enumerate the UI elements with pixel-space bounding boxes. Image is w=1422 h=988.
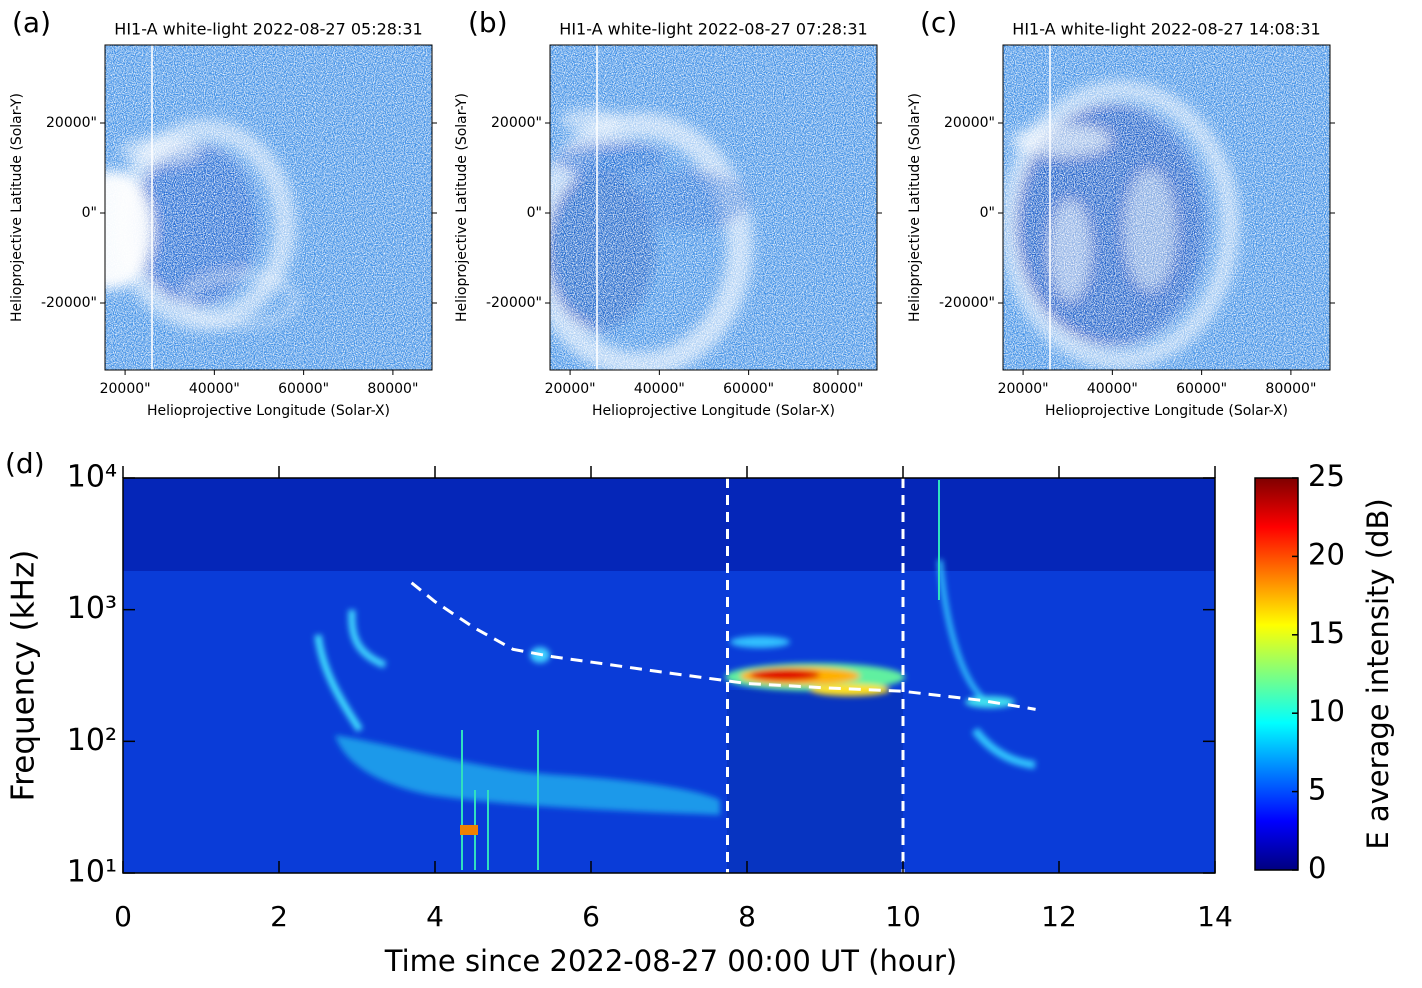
y-axis-label: Helioprojective Latitude (Solar-Y) <box>454 93 470 322</box>
plot-frame <box>122 477 1216 874</box>
image <box>550 45 877 370</box>
spectrogram-feature <box>937 559 987 702</box>
fit-curve <box>410 581 1036 711</box>
x-tick-label: 60000" <box>1176 381 1227 397</box>
colorbar-tick-label: 0 <box>1308 851 1326 885</box>
panel-label: (b) <box>468 6 508 39</box>
x-tick-label: 6 <box>582 900 600 933</box>
x-tick-label: 40000" <box>189 381 240 397</box>
colorbar-tick-label: 20 <box>1308 537 1345 571</box>
panel-label: (d) <box>5 447 45 480</box>
y-tick-label: 20000" <box>491 115 542 131</box>
x-tick-label: 80000" <box>367 381 418 397</box>
spectrogram-feature <box>335 735 720 815</box>
y-tick-label: 20000" <box>944 115 995 131</box>
y-tick-label: -20000" <box>41 295 97 311</box>
y-tick-label: -20000" <box>486 295 542 311</box>
panel-title: HI1-A white-light 2022-08-27 14:08:31 <box>1012 20 1320 39</box>
spectrogram-feature <box>314 634 363 732</box>
spectrogram-band <box>123 478 1215 571</box>
colorbar-label: E average intensity (dB) <box>1361 498 1395 849</box>
plot-frame <box>1002 44 1331 371</box>
image-noise <box>550 45 877 370</box>
y-tick-label: 0" <box>980 205 995 221</box>
plot-frame <box>549 44 878 371</box>
image-noise <box>105 45 432 370</box>
x-axis-label: Helioprojective Longitude (Solar-X) <box>147 403 390 419</box>
spectrogram-feature <box>348 609 387 669</box>
y-axis-label: Frequency (kHz) <box>6 550 42 802</box>
x-tick-label: 60000" <box>278 381 329 397</box>
image <box>105 45 432 370</box>
y-tick-label: 10² <box>67 723 117 758</box>
colorbar-tick-label: 15 <box>1308 616 1345 650</box>
x-tick-label: 8 <box>738 900 756 933</box>
x-tick-label: 60000" <box>723 381 774 397</box>
y-axis-label: Helioprojective Latitude (Solar-Y) <box>9 93 25 322</box>
plot-frame <box>104 44 433 371</box>
x-axis-label: Helioprojective Longitude (Solar-X) <box>592 403 835 419</box>
x-tick-label: 12 <box>1041 900 1077 933</box>
x-tick-label: 20000" <box>100 381 151 397</box>
x-tick-label: 14 <box>1197 900 1233 933</box>
spectrogram <box>123 478 1215 873</box>
spectrogram-features <box>314 559 1036 815</box>
panel-title: HI1-A white-light 2022-08-27 05:28:31 <box>114 20 422 39</box>
colorbar <box>1254 477 1299 871</box>
image <box>1003 45 1330 370</box>
panel-label: (a) <box>12 6 51 39</box>
y-tick-label: 10³ <box>67 591 117 626</box>
y-tick-label: 0" <box>82 205 97 221</box>
colorbar-tick-label: 5 <box>1308 773 1326 807</box>
spectrogram-feature <box>750 669 820 681</box>
image-noise <box>1003 45 1330 370</box>
x-axis-label: Time since 2022-08-27 00:00 UT (hour) <box>384 944 958 978</box>
x-tick-label: 20000" <box>545 381 596 397</box>
x-tick-label: 80000" <box>812 381 863 397</box>
x-tick-label: 20000" <box>998 381 1049 397</box>
spectrogram-feature <box>730 636 790 648</box>
x-tick-label: 2 <box>270 900 288 933</box>
y-tick-label: 10⁴ <box>67 460 117 495</box>
spectrogram-band <box>727 690 903 873</box>
y-axis-label: Helioprojective Latitude (Solar-Y) <box>907 93 923 322</box>
panel-label: (c) <box>920 6 957 39</box>
spectrogram-feature <box>460 825 478 835</box>
colorbar-tick-label: 10 <box>1308 694 1345 728</box>
x-tick-label: 10 <box>885 900 921 933</box>
x-tick-label: 40000" <box>634 381 685 397</box>
panel-title: HI1-A white-light 2022-08-27 07:28:31 <box>559 20 867 39</box>
spectrogram-feature <box>971 727 1036 769</box>
x-axis-label: Helioprojective Longitude (Solar-X) <box>1045 403 1288 419</box>
y-tick-label: 0" <box>527 205 542 221</box>
x-tick-label: 4 <box>426 900 444 933</box>
y-tick-label: 20000" <box>46 115 97 131</box>
x-tick-label: 80000" <box>1265 381 1316 397</box>
x-tick-label: 40000" <box>1087 381 1138 397</box>
y-tick-label: 10¹ <box>67 855 117 890</box>
colorbar-tick-label: 25 <box>1308 459 1345 493</box>
x-tick-label: 0 <box>114 900 132 933</box>
y-tick-label: -20000" <box>939 295 995 311</box>
